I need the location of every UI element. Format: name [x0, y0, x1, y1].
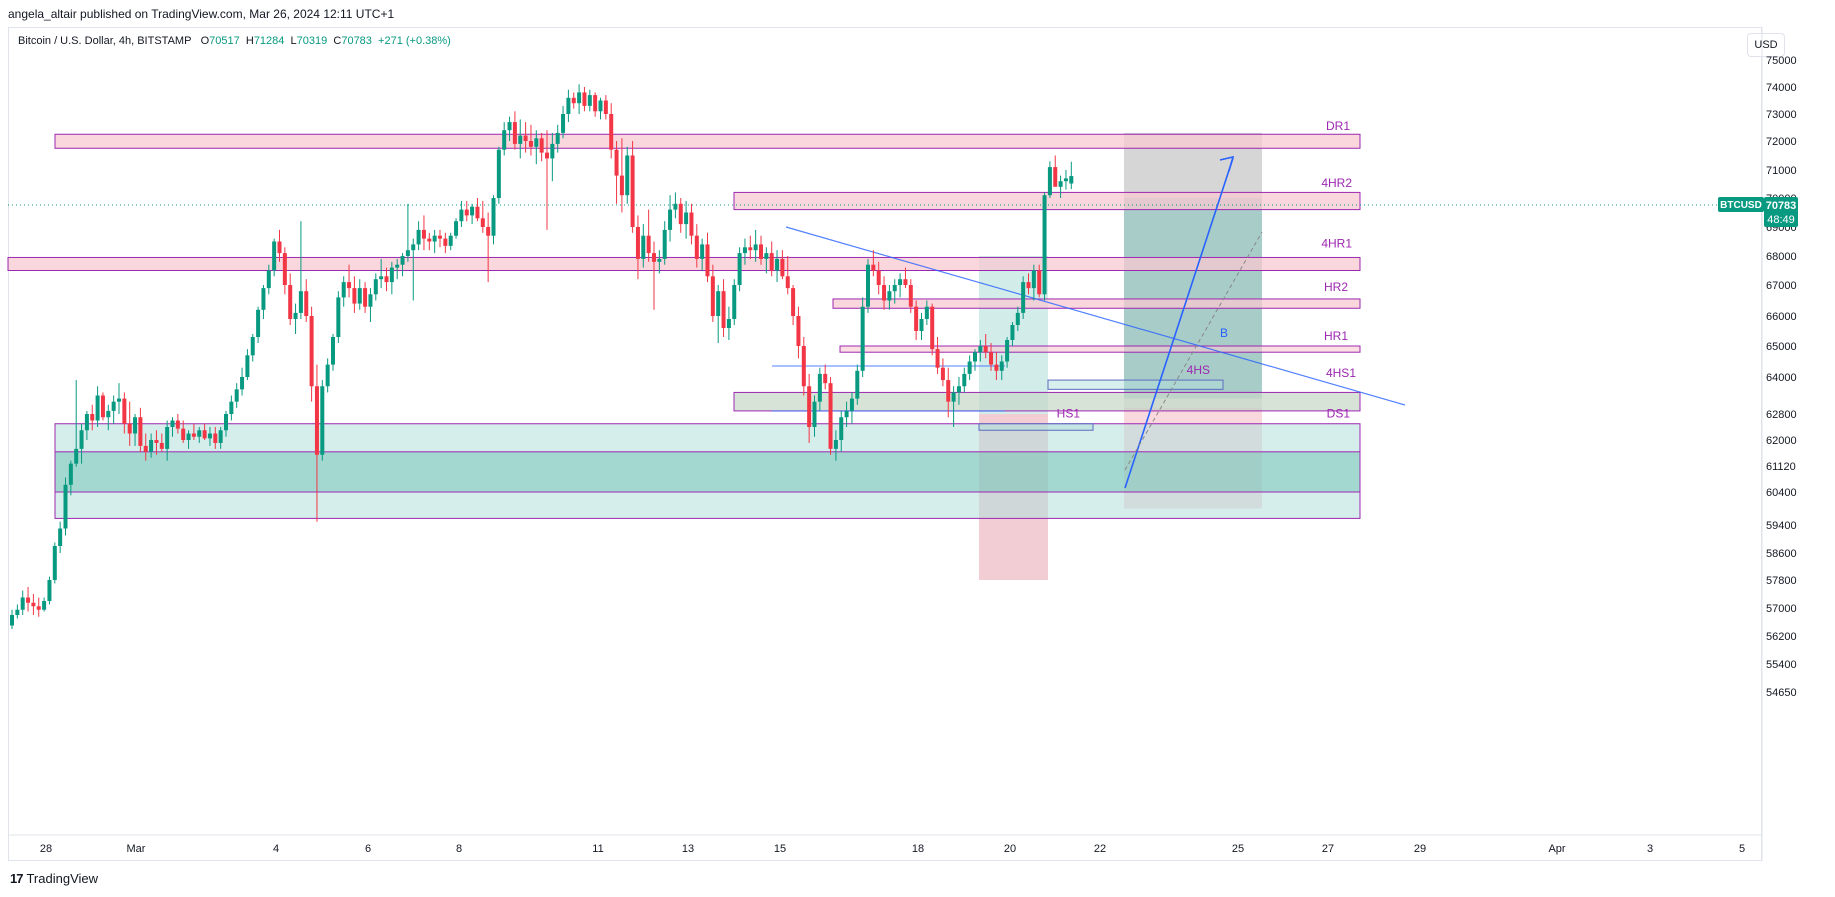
symbol-legend: Bitcoin / U.S. Dollar, 4h, BITSTAMP O705…: [18, 35, 451, 47]
price-tick-label: 61120: [1766, 461, 1796, 473]
price-tick-label: 68000: [1766, 251, 1797, 263]
price-tick-label: 59400: [1766, 520, 1797, 532]
price-tick-label: 56200: [1766, 631, 1797, 643]
close-value: 70783: [341, 35, 372, 47]
price-tick-label: 72000: [1766, 136, 1797, 148]
publish-caption: angela_altair published on TradingView.c…: [8, 7, 395, 21]
high-label: H: [245, 35, 254, 47]
price-tick-label: 55400: [1766, 659, 1797, 671]
symbol-title[interactable]: Bitcoin / U.S. Dollar, 4h, BITSTAMP: [18, 35, 192, 47]
last-price-box: [1764, 197, 1798, 227]
chart-frame: [8, 27, 1762, 861]
high-value: 71284: [253, 35, 285, 47]
price-tick-label: 62800: [1766, 409, 1797, 421]
countdown-label: 48:49: [1767, 214, 1795, 226]
currency-button[interactable]: USD: [1747, 33, 1785, 57]
price-tick-label: 67000: [1766, 280, 1797, 292]
change-value: +271 (+0.38%): [378, 35, 451, 47]
close-label: C: [333, 35, 342, 47]
low-value: 70319: [296, 35, 328, 47]
price-tick-label: 54650: [1766, 687, 1797, 699]
price-tick-label: 60400: [1766, 487, 1797, 499]
brand-name: TradingView: [26, 871, 99, 886]
price-tick-label: 57800: [1766, 575, 1797, 587]
price-tick-label: 73000: [1766, 109, 1797, 121]
last-price-label: 70783: [1766, 200, 1797, 212]
price-tick-label: 64000: [1766, 372, 1797, 384]
price-tick-label: 66000: [1766, 311, 1797, 323]
open-value: 70517: [209, 35, 240, 47]
brand: 17 TradingView: [10, 871, 98, 886]
price-axis: 7500074000730007200071000700006900068000…: [1761, 27, 1797, 861]
price-tick-label: 58600: [1766, 548, 1797, 560]
price-tick-label: 62000: [1766, 435, 1797, 447]
tradingview-logo-icon: 17: [10, 871, 24, 886]
price-tick-label: 57000: [1766, 603, 1797, 615]
open-label: O: [200, 35, 210, 47]
price-tick-label: 74000: [1766, 82, 1797, 94]
low-label: L: [290, 35, 297, 47]
price-tick-label: 71000: [1766, 165, 1797, 177]
price-tick-label: 70000: [1766, 193, 1797, 205]
price-tick-label: 65000: [1766, 341, 1797, 353]
price-tick-label: 69000: [1766, 222, 1797, 234]
